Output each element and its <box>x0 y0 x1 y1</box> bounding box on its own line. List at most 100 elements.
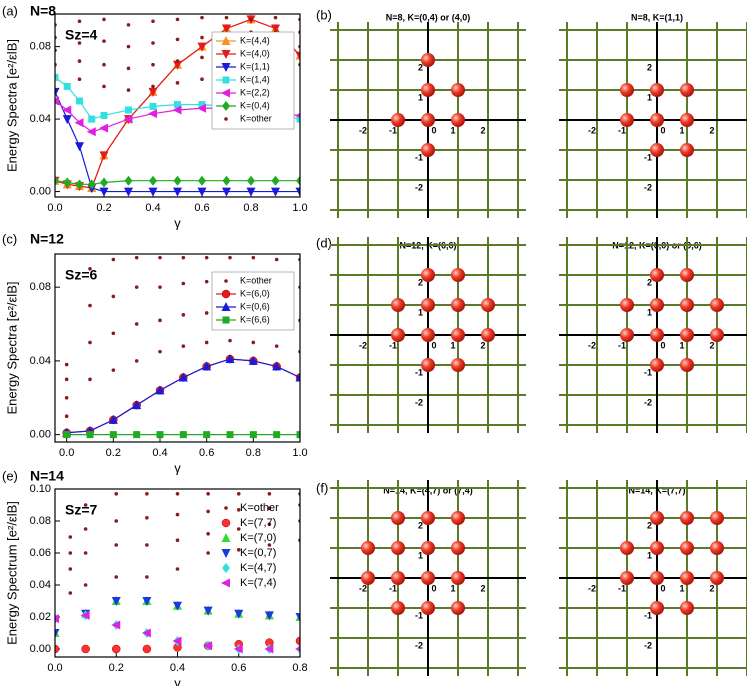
dot <box>114 543 119 547</box>
dot <box>267 543 272 547</box>
site <box>650 571 664 585</box>
site <box>620 571 634 585</box>
site <box>620 113 634 127</box>
site <box>650 328 664 342</box>
dot <box>145 492 149 496</box>
square-marker <box>203 431 211 439</box>
dot <box>83 503 88 507</box>
dot <box>64 362 69 367</box>
dot <box>175 567 180 571</box>
triangle-left-marker <box>233 644 243 654</box>
site <box>680 541 694 555</box>
dot <box>77 19 82 24</box>
plot-frame <box>54 488 301 658</box>
site <box>391 601 405 615</box>
dot <box>102 84 106 89</box>
dot <box>181 281 186 286</box>
y-tick-label: -1 <box>644 367 652 377</box>
annotation: Sz=4 <box>65 27 98 43</box>
x-tick-label: 0.8 <box>292 662 307 674</box>
site <box>421 298 435 312</box>
dot <box>274 257 279 262</box>
y-tick-label: 0.02 <box>30 611 51 623</box>
square-marker <box>222 76 230 84</box>
triangle-down-marker <box>234 609 244 619</box>
triangle-left-marker <box>74 118 84 128</box>
x-tick-label: 0 <box>431 583 436 593</box>
x-tick-label: 1 <box>450 340 455 350</box>
dot <box>134 359 139 363</box>
dot <box>88 303 92 308</box>
dot <box>204 255 209 260</box>
site <box>680 143 694 157</box>
dot <box>88 266 92 271</box>
lattice-title: N=8, K=(0,4) or (4,0) <box>386 12 471 22</box>
site <box>451 298 465 312</box>
diamond-marker <box>63 177 72 188</box>
x-tick-label: 1 <box>679 125 684 135</box>
triangle-down-marker <box>221 63 231 72</box>
site <box>451 83 465 97</box>
site <box>650 113 664 127</box>
dot <box>236 548 241 552</box>
square-marker <box>222 316 230 324</box>
site <box>680 113 694 127</box>
x-tick-label: 0.8 <box>243 202 258 214</box>
dot <box>151 62 155 67</box>
dot <box>200 35 204 40</box>
x-tick-label: 0 <box>660 340 665 350</box>
site <box>451 358 465 372</box>
dot <box>274 344 279 348</box>
y-tick-label: -2 <box>644 640 652 650</box>
square-marker <box>226 431 234 439</box>
site <box>710 541 724 555</box>
dot <box>158 285 162 289</box>
dot <box>224 117 228 121</box>
dot <box>83 527 88 531</box>
square-marker <box>149 102 157 110</box>
annotation: Sz=6 <box>65 267 98 283</box>
dot <box>200 15 204 20</box>
y-tick-label: 2 <box>418 520 423 530</box>
dot <box>151 41 155 45</box>
site <box>680 511 694 525</box>
diamond-marker <box>247 175 255 186</box>
square-marker <box>296 115 300 123</box>
x-axis-label: γ <box>174 215 181 230</box>
site <box>650 268 664 282</box>
y-tick-label: 2 <box>647 277 652 287</box>
x-axis-label: γ <box>174 460 181 475</box>
dot <box>236 492 241 496</box>
x-tick-label: 0.4 <box>170 662 185 674</box>
site <box>391 541 405 555</box>
site <box>710 328 724 342</box>
y-tick-label: -2 <box>644 182 652 192</box>
triangle-down-marker <box>99 187 109 197</box>
triangle-left-marker <box>80 610 90 620</box>
dot <box>181 313 186 317</box>
triangle-down-marker <box>124 187 133 197</box>
x-tick-label: 0.8 <box>246 447 261 459</box>
site <box>421 571 435 585</box>
triangle-left-marker <box>295 646 300 652</box>
square-marker <box>86 431 94 439</box>
square-marker <box>179 431 187 439</box>
diamond-marker <box>55 175 59 186</box>
dot <box>83 583 88 587</box>
circle-marker <box>142 644 152 654</box>
dot <box>151 84 155 89</box>
triangle-up-marker <box>221 36 231 45</box>
site <box>451 113 465 127</box>
triangle-left-marker <box>141 628 151 638</box>
x-tick-label: 0.0 <box>47 202 62 214</box>
square-marker <box>296 431 300 439</box>
square-marker <box>63 82 71 90</box>
panel-label: (f) <box>316 480 328 495</box>
square-marker <box>133 431 141 439</box>
site <box>451 571 465 585</box>
x-tick-label: -2 <box>588 583 596 593</box>
square-marker <box>76 97 83 105</box>
site <box>421 143 435 157</box>
x-tick-label: 2 <box>709 340 714 350</box>
